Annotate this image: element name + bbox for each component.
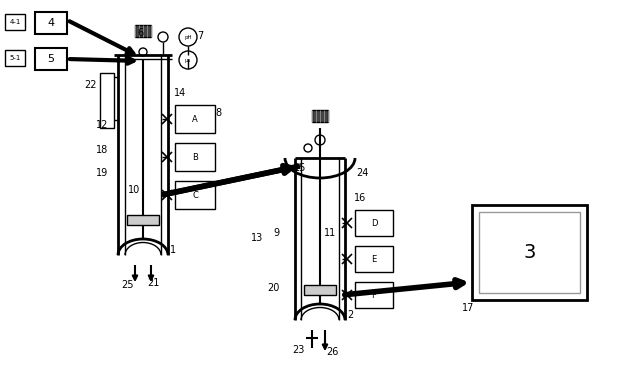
Bar — [472, 205, 587, 300]
Text: 3: 3 — [524, 243, 536, 262]
Bar — [312, 110, 328, 122]
Text: 11: 11 — [324, 228, 336, 238]
Text: 17: 17 — [462, 303, 474, 313]
Text: 13: 13 — [251, 233, 263, 243]
Bar — [355, 282, 393, 308]
Text: 25: 25 — [121, 280, 133, 290]
Text: 14: 14 — [174, 88, 186, 98]
Text: 7: 7 — [197, 31, 203, 41]
Bar — [135, 25, 151, 37]
Text: B: B — [192, 152, 198, 161]
Text: 6: 6 — [137, 28, 143, 38]
Text: C: C — [192, 190, 198, 200]
Text: 19: 19 — [96, 168, 108, 178]
Text: 16: 16 — [354, 193, 366, 203]
Text: 4: 4 — [47, 18, 55, 28]
Text: 9: 9 — [274, 228, 280, 238]
Text: 21: 21 — [147, 278, 159, 288]
Text: 5: 5 — [48, 54, 55, 64]
Bar — [175, 181, 215, 209]
Bar — [5, 50, 25, 66]
Bar — [175, 105, 215, 133]
Text: 10: 10 — [128, 185, 140, 195]
Text: µs: µs — [185, 58, 191, 62]
Text: 5-1: 5-1 — [10, 55, 20, 61]
Text: 12: 12 — [96, 120, 108, 130]
Bar — [5, 14, 25, 30]
Text: 4-1: 4-1 — [10, 19, 20, 25]
Text: A: A — [192, 115, 198, 124]
Bar — [35, 12, 67, 34]
Text: 26: 26 — [326, 347, 338, 357]
Bar — [35, 48, 67, 70]
Text: 23: 23 — [292, 345, 304, 355]
Bar — [355, 246, 393, 272]
Text: D: D — [371, 219, 377, 227]
Text: E: E — [371, 255, 376, 263]
Text: 15: 15 — [294, 163, 306, 173]
Text: 8: 8 — [215, 108, 221, 118]
Bar — [127, 215, 159, 225]
Bar — [100, 73, 114, 128]
Bar — [355, 210, 393, 236]
Text: F: F — [371, 290, 376, 299]
Bar — [175, 143, 215, 171]
Bar — [304, 285, 336, 295]
Text: 1: 1 — [170, 245, 176, 255]
Text: 2: 2 — [347, 310, 353, 320]
Text: pH: pH — [184, 35, 192, 39]
Text: 20: 20 — [268, 283, 280, 293]
Text: 22: 22 — [83, 80, 96, 90]
Text: 18: 18 — [96, 145, 108, 155]
Bar — [479, 212, 580, 293]
Text: 24: 24 — [356, 168, 368, 178]
